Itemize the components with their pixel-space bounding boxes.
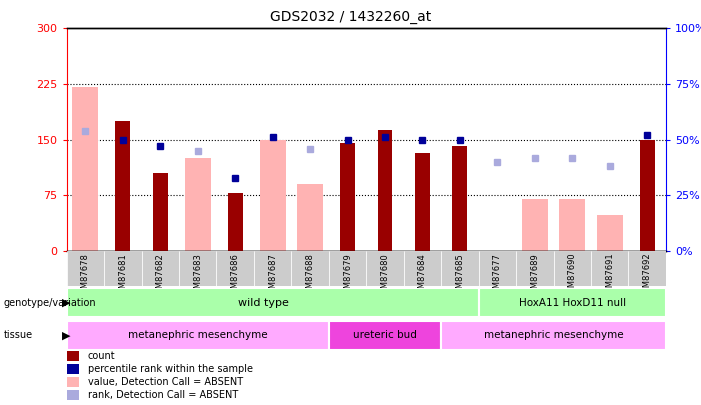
Bar (115, 121, 130, 251)
Text: GSM87680: GSM87680 (381, 253, 390, 298)
Bar (142, 251, 179, 286)
Bar (340, 143, 355, 251)
Text: ureteric bud: ureteric bud (353, 330, 417, 340)
Bar (329, 321, 441, 350)
Text: count: count (88, 351, 115, 361)
Bar (404, 251, 441, 286)
Text: GSM87686: GSM87686 (231, 253, 240, 299)
Bar (479, 251, 516, 286)
Text: tissue: tissue (4, 330, 33, 340)
Bar (67, 251, 104, 286)
Bar (217, 251, 254, 286)
Bar (441, 321, 666, 350)
Bar (67, 321, 329, 350)
Text: metanephric mesenchyme: metanephric mesenchyme (128, 330, 268, 340)
Bar (554, 251, 591, 286)
Bar (184, 158, 211, 251)
Bar (72, 87, 98, 251)
Bar (67, 288, 479, 318)
Bar (254, 251, 292, 286)
Text: GSM87681: GSM87681 (118, 253, 128, 298)
Bar (415, 153, 430, 251)
Text: rank, Detection Call = ABSENT: rank, Detection Call = ABSENT (88, 390, 238, 400)
Bar (441, 251, 479, 286)
Text: HoxA11 HoxD11 null: HoxA11 HoxD11 null (519, 298, 626, 308)
Bar (329, 251, 366, 286)
Bar (378, 130, 393, 251)
Text: genotype/variation: genotype/variation (4, 298, 96, 307)
Bar (179, 251, 217, 286)
Text: ▶: ▶ (62, 298, 70, 307)
Text: metanephric mesenchyme: metanephric mesenchyme (484, 330, 623, 340)
Text: GSM87684: GSM87684 (418, 253, 427, 298)
Bar (259, 140, 286, 251)
Bar (366, 251, 404, 286)
Bar (297, 184, 323, 251)
Text: wild type: wild type (238, 298, 289, 308)
Text: GSM87688: GSM87688 (306, 253, 315, 299)
Bar (104, 251, 142, 286)
Text: value, Detection Call = ABSENT: value, Detection Call = ABSENT (88, 377, 243, 387)
Text: GSM87687: GSM87687 (268, 253, 277, 299)
Text: GSM87677: GSM87677 (493, 253, 502, 299)
Bar (292, 251, 329, 286)
Text: GSM87690: GSM87690 (568, 253, 577, 298)
Bar (559, 199, 585, 251)
Text: GSM87683: GSM87683 (193, 253, 202, 299)
Bar (452, 146, 468, 251)
Text: GSM87678: GSM87678 (81, 253, 90, 299)
Text: ▶: ▶ (62, 330, 70, 340)
Text: GSM87679: GSM87679 (343, 253, 352, 298)
Bar (591, 251, 629, 286)
Text: GSM87692: GSM87692 (643, 253, 652, 298)
Text: GSM87691: GSM87691 (605, 253, 614, 298)
Text: GDS2032 / 1432260_at: GDS2032 / 1432260_at (270, 10, 431, 24)
Text: GSM87682: GSM87682 (156, 253, 165, 298)
Text: GSM87685: GSM87685 (456, 253, 465, 298)
Bar (629, 251, 666, 286)
Bar (597, 215, 623, 251)
Bar (479, 288, 666, 318)
Bar (153, 173, 168, 251)
Text: GSM87689: GSM87689 (531, 253, 539, 298)
Bar (640, 140, 655, 251)
Bar (516, 251, 554, 286)
Bar (228, 193, 243, 251)
Bar (522, 199, 548, 251)
Text: percentile rank within the sample: percentile rank within the sample (88, 364, 252, 374)
